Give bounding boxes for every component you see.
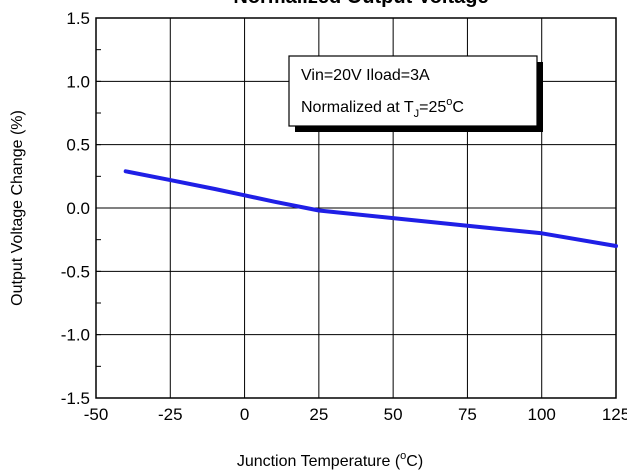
x-tick-label: 125 [602,405,627,424]
x-tick-label: 75 [458,405,477,424]
y-tick-label: 1.0 [66,72,90,91]
x-tick-label: -50 [84,405,109,424]
x-tick-label: 50 [384,405,403,424]
chart-title: Normalized Output Voltage [233,0,488,8]
y-tick-label: -1.0 [61,326,90,345]
y-tick-label: 0.0 [66,199,90,218]
annotation-frame [288,55,538,127]
annotation-line-2-start: Normalized at T [301,99,414,116]
x-tick-label: 0 [240,405,249,424]
annotation-box: Vin=20V Iload=3A Normalized at TJ=25oC [288,55,543,132]
x-axis-label-superscript: o [400,450,406,462]
x-tick-labels: -50 -25 0 25 50 75 100 125 [84,405,627,424]
annotation-line-2-end: C [452,99,464,116]
y-tick-label: 0.5 [66,136,90,155]
y-tick-label: -1.5 [61,389,90,408]
annotation-superscript: o [446,96,452,108]
y-axis-label: Output Voltage Change (%) [9,110,26,306]
x-axis-label-end: C) [406,453,423,470]
annotation-subscript: J [414,108,420,120]
y-tick-label: -0.5 [61,262,90,281]
x-tick-label: 100 [528,405,556,424]
x-tick-label: -25 [158,405,183,424]
annotation-line-1: Vin=20V Iload=3A [301,67,430,84]
y-tick-label: 1.5 [66,9,90,28]
annotation-line-2-mid: =25 [419,99,446,116]
annotation-line-2: Normalized at TJ=25oC [301,96,464,120]
x-tick-label: 25 [309,405,328,424]
series-line [123,169,618,248]
plot-frame [95,17,617,399]
x-axis-label: Junction Temperature (oC) [237,450,423,470]
y-tick-labels: -1.5 -1.0 -0.5 0.0 0.5 1.0 1.5 [61,9,90,408]
x-axis-label-start: Junction Temperature ( [237,453,401,470]
